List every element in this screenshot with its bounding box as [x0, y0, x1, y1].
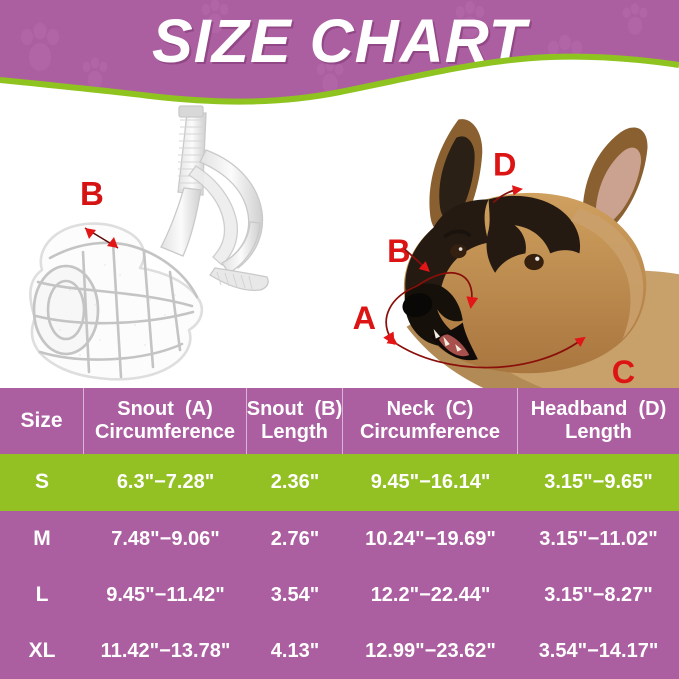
svg-text:C: C — [612, 354, 635, 390]
svg-text:B: B — [80, 175, 104, 212]
svg-text:D: D — [493, 147, 516, 183]
svg-text:A: A — [353, 300, 376, 336]
